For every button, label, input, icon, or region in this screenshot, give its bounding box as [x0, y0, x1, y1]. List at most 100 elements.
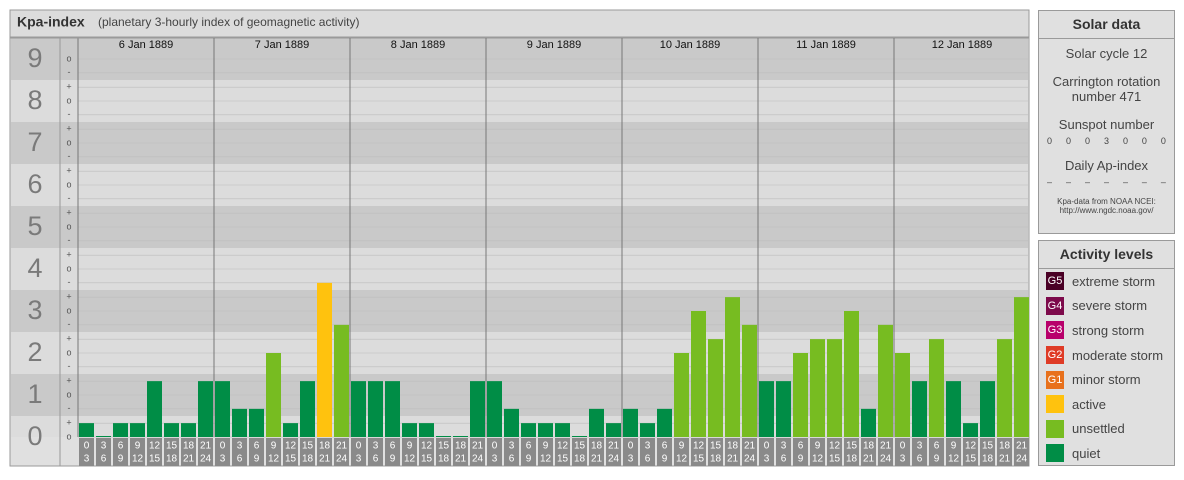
- hour-end: 3: [900, 454, 906, 465]
- hour-box: [538, 438, 553, 466]
- minor-tick-label: o: [66, 95, 71, 105]
- bar: [164, 423, 179, 437]
- sunspot-number: 0: [1065, 136, 1071, 146]
- hour-box: [793, 438, 808, 466]
- hour-end: 9: [526, 454, 532, 465]
- hour-start: 21: [336, 441, 348, 452]
- hour-end: 6: [373, 454, 379, 465]
- bar: [232, 408, 247, 437]
- y-tick-label: 7: [27, 127, 42, 157]
- hour-box: [810, 438, 825, 466]
- hour-box: [929, 438, 944, 466]
- hour-box: [623, 438, 638, 466]
- hour-box: [657, 438, 672, 466]
- hour-box: [300, 438, 315, 466]
- level-swatch: [1046, 395, 1064, 414]
- hour-end: 12: [540, 454, 552, 465]
- solar-panel: Solar data Solar cycle 12 Carrington rot…: [1038, 10, 1175, 234]
- hour-start: 6: [934, 441, 940, 452]
- bar: [912, 381, 927, 437]
- bar: [487, 381, 502, 437]
- hour-end: 21: [183, 454, 195, 465]
- hour-start: 21: [744, 441, 756, 452]
- level-swatch: G5: [1046, 272, 1064, 291]
- bar: [810, 339, 825, 437]
- bar: [572, 436, 587, 437]
- hour-end: 6: [101, 454, 107, 465]
- ap-value: –: [1160, 177, 1166, 187]
- hour-start: 15: [710, 441, 722, 452]
- bar: [606, 423, 621, 437]
- hour-start: 15: [438, 441, 450, 452]
- hour-start: 21: [200, 441, 212, 452]
- y-tick-label: 8: [27, 85, 42, 115]
- bar: [861, 408, 876, 437]
- minor-tick-label: -: [68, 403, 71, 413]
- level-label: moderate storm: [1072, 347, 1164, 363]
- hour-end: 15: [421, 454, 433, 465]
- level-item: quiet: [1039, 441, 1174, 466]
- hour-box: [946, 438, 961, 466]
- bar: [776, 381, 791, 437]
- level-label: strong storm: [1072, 322, 1145, 338]
- hour-box: [113, 438, 128, 466]
- bar: [96, 436, 111, 437]
- hour-start: 15: [166, 441, 178, 452]
- hour-box: [215, 438, 230, 466]
- sunspot-row: 0 0 0 3 0 0 0: [1039, 136, 1174, 146]
- hour-end: 6: [645, 454, 651, 465]
- hour-box: [589, 438, 604, 466]
- bar: [130, 423, 145, 437]
- hour-end: 9: [390, 454, 396, 465]
- hour-end: 12: [132, 454, 144, 465]
- hour-start: 0: [492, 441, 498, 452]
- hour-start: 21: [880, 441, 892, 452]
- y-tick-label: 1: [27, 379, 42, 409]
- hour-start: 3: [509, 441, 515, 452]
- hour-box: [198, 438, 213, 466]
- level-swatch: [1046, 444, 1064, 463]
- hour-start: 15: [982, 441, 994, 452]
- y-tick-label: 5: [27, 211, 42, 241]
- hour-box: [368, 438, 383, 466]
- bar: [334, 324, 349, 437]
- minor-tick-label: o: [66, 53, 71, 63]
- hour-box: [572, 438, 587, 466]
- level-label: minor storm: [1072, 372, 1141, 388]
- date-label: 9 Jan 1889: [527, 39, 581, 51]
- hour-box: [232, 438, 247, 466]
- hour-start: 9: [543, 441, 549, 452]
- hour-box: [504, 438, 519, 466]
- hour-start: 18: [183, 441, 195, 452]
- hour-start: 3: [101, 441, 107, 452]
- level-swatch: G4: [1046, 296, 1064, 315]
- hour-box: [759, 438, 774, 466]
- levels-panel: Activity levels G5 extreme storm G4 severe …: [1038, 240, 1175, 466]
- hour-box: [334, 438, 349, 466]
- hour-start: 9: [679, 441, 685, 452]
- level-item: unsettled: [1039, 417, 1174, 442]
- minor-tick-label: +: [66, 250, 71, 260]
- bar: [79, 423, 94, 437]
- hour-end: 24: [1016, 454, 1028, 465]
- bar: [980, 381, 995, 437]
- hour-end: 3: [84, 454, 90, 465]
- bar: [521, 423, 536, 437]
- hour-box: [708, 438, 723, 466]
- hour-end: 24: [336, 454, 348, 465]
- hour-end: 15: [829, 454, 841, 465]
- sunspot-title: Sunspot number: [1058, 117, 1155, 132]
- hour-end: 21: [591, 454, 603, 465]
- hour-start: 12: [421, 441, 433, 452]
- hour-start: 15: [302, 441, 314, 452]
- hour-box: [555, 438, 570, 466]
- bar: [640, 423, 655, 437]
- hour-start: 0: [84, 441, 90, 452]
- hour-box: [79, 438, 94, 466]
- minor-tick-label: +: [66, 376, 71, 386]
- bar: [249, 408, 264, 437]
- hour-box: [606, 438, 621, 466]
- minor-tick-label: +: [66, 208, 71, 218]
- bar: [1014, 297, 1029, 437]
- hour-start: 0: [900, 441, 906, 452]
